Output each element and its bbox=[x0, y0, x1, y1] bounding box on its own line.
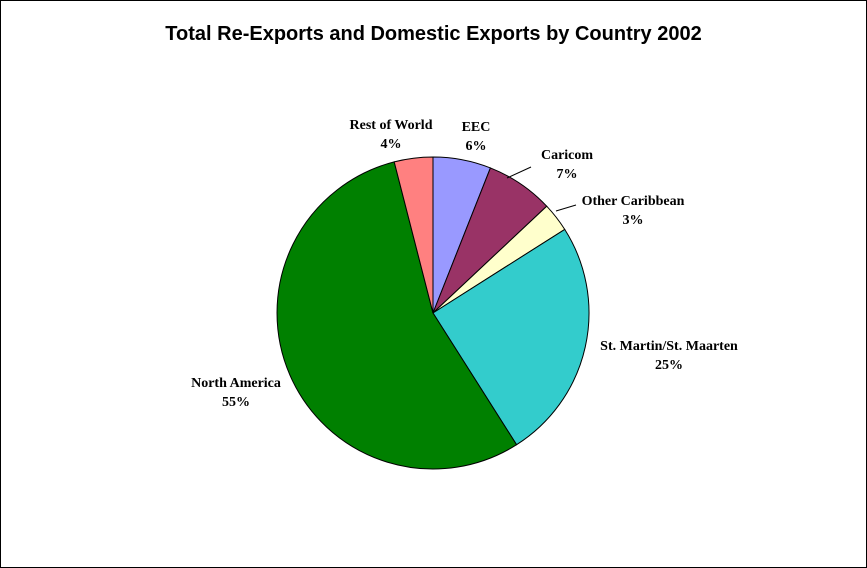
slice-label-percent: 25% bbox=[655, 358, 683, 373]
slice-label-name: St. Martin/St. Maarten bbox=[600, 339, 738, 354]
slice-label: North America 55% bbox=[191, 376, 281, 410]
slices-layer bbox=[276, 156, 590, 470]
slice-label-name: North America bbox=[191, 376, 281, 391]
slice-label-percent: 3% bbox=[623, 213, 644, 228]
slice-label-name: Rest of World bbox=[350, 118, 433, 133]
labels-layer: EEC 6% Caricom 7% Other Caribbean 3% St. Marti… bbox=[191, 118, 738, 410]
slice-label-percent: 7% bbox=[557, 167, 578, 182]
slice-label: Other Caribbean 3% bbox=[582, 194, 685, 228]
slice-label-percent: 6% bbox=[466, 139, 487, 154]
leader-line bbox=[555, 204, 577, 212]
slice-label-name: Other Caribbean bbox=[582, 194, 685, 209]
pie-slice-st-martin-st-maarten bbox=[432, 228, 590, 446]
slice-label: Caricom 7% bbox=[541, 148, 593, 182]
leader-line bbox=[506, 166, 532, 179]
chart-title: Total Re-Exports and Domestic Exports by… bbox=[165, 23, 702, 45]
slice-label-percent: 55% bbox=[222, 395, 250, 410]
slice-label: St. Martin/St. Maarten 25% bbox=[600, 339, 738, 373]
pie-slice-rest-of-world bbox=[393, 156, 434, 314]
slice-label-name: EEC bbox=[462, 120, 491, 135]
slice-label: EEC 6% bbox=[462, 120, 491, 154]
slice-label-name: Caricom bbox=[541, 148, 593, 163]
pie-slice-north-america bbox=[276, 161, 518, 470]
leaders-layer bbox=[506, 166, 577, 212]
slice-label: Rest of World 4% bbox=[350, 118, 433, 152]
slice-label-percent: 4% bbox=[381, 137, 402, 152]
